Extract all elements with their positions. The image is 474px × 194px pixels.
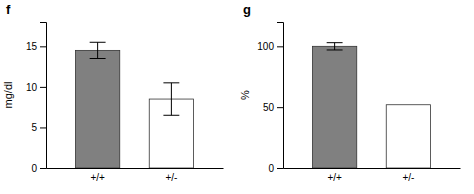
tick: 10 [26, 82, 46, 93]
tick-mark [40, 127, 46, 128]
error-bar [327, 43, 343, 50]
plot-area [313, 43, 431, 168]
tick-label: 0 [268, 163, 274, 174]
bar [386, 105, 430, 168]
tick-mark [40, 168, 46, 169]
y-axis: 0 50 100 [257, 23, 283, 174]
y-axis: 0 5 10 15 [26, 23, 47, 174]
tick-label: 0 [31, 163, 37, 174]
tick-label: +/+ [327, 172, 342, 183]
error-bar [163, 83, 179, 115]
axis-line [40, 23, 47, 169]
tick-mark [277, 168, 283, 169]
tick-mark [40, 46, 46, 47]
tick: 0 [268, 163, 283, 174]
axis-line [277, 23, 284, 169]
error-bar-cap [90, 42, 106, 43]
error-bar-cap [327, 42, 343, 43]
tick: 100 [257, 41, 283, 52]
tick-mark [40, 87, 46, 88]
error-bar-cap [327, 49, 343, 50]
axis-line [47, 168, 224, 169]
tick: +/- [402, 172, 414, 183]
tick-label: 50 [263, 102, 275, 113]
panel: 0 50 100 +/+ +/- g% [239, 2, 461, 183]
tick: 50 [263, 102, 283, 113]
error-bar-stem [334, 43, 335, 50]
error-bar-cap [163, 82, 179, 83]
tick-label: 10 [26, 82, 38, 93]
tick-mark [277, 107, 283, 108]
tick-label: 100 [257, 41, 274, 52]
error-bar-stem [97, 42, 98, 58]
tick: +/- [165, 172, 177, 183]
tick-label: +/+ [90, 172, 105, 183]
figure: 0 5 10 15 +/+ +/- f mg/dl 0 50 100 +/+ +/- g% [0, 0, 474, 194]
y-axis-title: mg/dl [2, 82, 14, 109]
bar [76, 50, 120, 168]
x-axis: +/+ +/- [284, 169, 461, 184]
plot-area [76, 42, 194, 168]
tick-mark [277, 46, 283, 47]
error-bar-cap [163, 115, 179, 116]
x-axis: +/+ +/- [47, 169, 224, 184]
tick: +/+ [327, 172, 342, 183]
axis-line [284, 168, 461, 169]
bar [313, 46, 357, 168]
tick-label: 15 [26, 41, 38, 52]
tick-label: 5 [31, 122, 37, 133]
title: g [243, 2, 251, 17]
tick: +/+ [90, 172, 105, 183]
tick: 15 [26, 41, 46, 52]
panel: 0 5 10 15 +/+ +/- f mg/dl [2, 2, 224, 183]
tick: 0 [31, 163, 46, 174]
title: f [6, 2, 11, 17]
y-axis-title: % [239, 90, 251, 100]
error-bar [90, 42, 106, 58]
error-bar-stem [171, 83, 172, 115]
tick-label: +/- [165, 172, 177, 183]
error-bar-cap [90, 58, 106, 59]
tick-label: +/- [402, 172, 414, 183]
tick: 5 [31, 122, 46, 133]
